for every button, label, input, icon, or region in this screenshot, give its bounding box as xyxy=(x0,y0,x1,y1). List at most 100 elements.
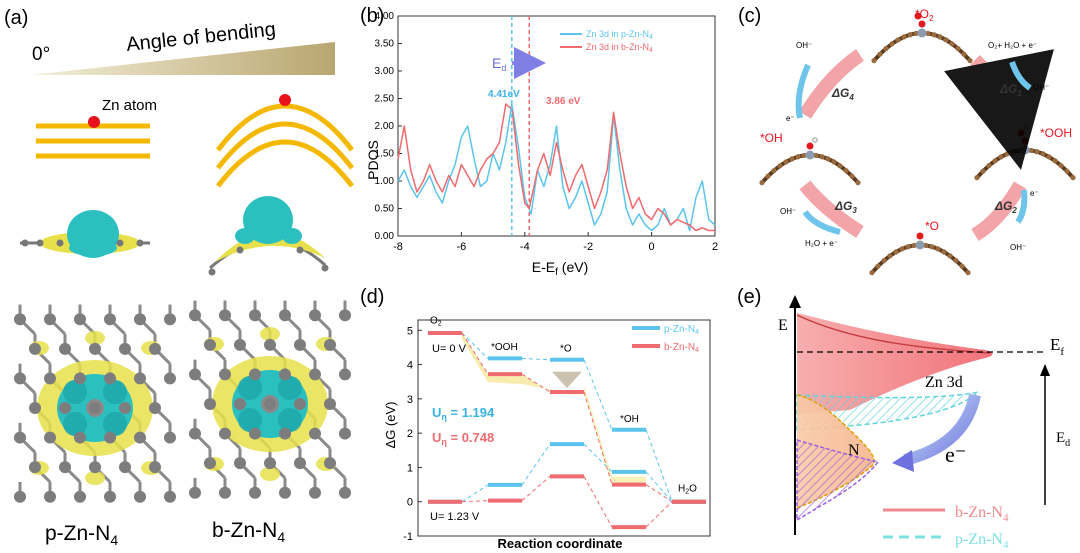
flat-layers-icon xyxy=(36,116,150,159)
carbon-atom xyxy=(164,431,176,444)
sheet-atom xyxy=(1004,151,1010,157)
carbon-atom xyxy=(134,431,146,444)
pdos-series-p xyxy=(397,103,716,232)
carbon-atom xyxy=(249,427,261,440)
state-o2-label: *O2 xyxy=(915,7,934,23)
sheet-atom xyxy=(871,58,877,64)
carbon-atom xyxy=(264,457,276,470)
energy-connector-3-1 xyxy=(521,475,551,502)
carbon-atom xyxy=(189,309,201,322)
state-ooh-label: *OOH xyxy=(1040,126,1072,140)
carbon-atom xyxy=(309,368,321,381)
cycle-arrow-2-icon xyxy=(971,181,1027,242)
pdos-x-tick-label: -4 xyxy=(520,241,530,253)
sheet-atom xyxy=(1034,149,1040,155)
cyan-lobe xyxy=(103,380,127,404)
carbon-atom xyxy=(339,368,351,381)
carbon-atom xyxy=(309,427,321,440)
carbon-atom xyxy=(74,372,86,385)
oh-release-arrow-1-icon xyxy=(1009,61,1032,91)
carbon-atom xyxy=(14,372,26,385)
cyan-lobe xyxy=(238,376,262,400)
zn-site xyxy=(917,28,927,38)
pdos-chart: 0.00 0.50 1.00 1.50 2.00 2.50 3.00 3.50 4.00 -8 -6… xyxy=(375,11,719,253)
carbon-atom xyxy=(149,402,161,414)
energy-connector-0-1 xyxy=(521,357,551,361)
adsorbate-o xyxy=(916,232,924,240)
carbon-atom xyxy=(164,313,176,326)
carbon-atom xyxy=(164,490,176,503)
sheet-atom xyxy=(901,34,907,40)
carbon-atom xyxy=(44,372,56,385)
u123-label: U= 1.23 V xyxy=(430,511,480,523)
p-zn-3d-distribution xyxy=(796,390,981,431)
adsorbate-o xyxy=(1021,137,1029,145)
flat-isosurface-side-icon xyxy=(20,210,150,258)
cyan-lobe xyxy=(103,412,127,436)
b-zn-3d-distribution xyxy=(797,313,993,414)
n-label: N xyxy=(848,442,860,459)
sheet-atom xyxy=(923,242,929,249)
p-n-distribution xyxy=(796,438,880,522)
carbon-atom xyxy=(189,427,201,440)
e-minus-label-4: e⁻ xyxy=(786,114,795,123)
energy-connector-0-2 xyxy=(583,359,613,430)
legend-d-p-text: p-Zn-N4 xyxy=(664,324,699,336)
sheet-atom xyxy=(986,162,992,169)
zn-atom-label: Zn atom xyxy=(102,97,157,114)
oh-release-arrow-2-icon xyxy=(1015,189,1028,224)
zn-3d-label: Zn 3d xyxy=(925,374,963,391)
carbon-atom xyxy=(44,431,56,444)
panel-d-label: (d) xyxy=(360,286,384,308)
carbon-atom xyxy=(134,372,146,385)
panel-c-label: (c) xyxy=(738,5,761,27)
carbon-atom xyxy=(119,342,131,355)
carbon-atom xyxy=(324,398,336,410)
cycle-arrow-4-icon xyxy=(799,49,864,119)
carbon-atom xyxy=(249,486,261,499)
energy-connector-1-1 xyxy=(521,373,551,393)
carbon-atom xyxy=(294,338,306,351)
zn-site xyxy=(1020,145,1030,155)
ed-label: Ed xyxy=(492,55,506,73)
reactants-bottom-label: H₂O + e⁻ xyxy=(805,239,838,248)
carbon-atom xyxy=(279,309,291,322)
yellow-lobe xyxy=(260,327,280,341)
marker-p-text: 4.41eV xyxy=(488,89,520,100)
highlight-band-1 xyxy=(462,333,584,396)
cyan-lobe xyxy=(278,376,302,400)
u0-label: U= 0 V xyxy=(432,343,467,355)
ed-axis-label: Ed xyxy=(1056,430,1070,449)
carbon-atom xyxy=(294,457,306,470)
adsorbate-h xyxy=(812,137,818,143)
energy-connector-3-2 xyxy=(583,476,613,528)
cycle-arrow-1-icon xyxy=(944,49,1054,170)
oh-minus-label-1: OH⁻ xyxy=(1033,83,1049,92)
sheet-atom xyxy=(771,167,777,174)
b-zn-n4-top-view-icon xyxy=(189,300,351,499)
carbon-atom xyxy=(74,431,86,444)
dg3-label: ΔG3 xyxy=(834,199,857,215)
dg-plot-frame xyxy=(417,319,711,537)
pdos-y-tick-label: 1.50 xyxy=(375,149,395,160)
carbon-atom xyxy=(309,309,321,322)
dg-x-axis-label: Reaction coordinate xyxy=(498,536,623,551)
carbon-atom xyxy=(44,313,56,326)
carbon-atom xyxy=(324,457,336,470)
eta-b-label: Uη = 0.748 xyxy=(432,430,494,447)
carbon-atom xyxy=(234,457,246,470)
energy-connector-1-2 xyxy=(583,391,613,485)
sheet-atom xyxy=(961,51,967,57)
energy-connector-2-1 xyxy=(521,443,551,486)
marker-b-text: 3.86 eV xyxy=(546,96,581,107)
sheet-atom xyxy=(941,249,947,255)
step-oh-label: *OH xyxy=(620,414,639,425)
pdos-y-tick-label: 2.00 xyxy=(375,121,395,132)
carbon-atom xyxy=(14,313,26,326)
panel-a-label: (a) xyxy=(4,7,28,29)
p-zn-n4-label: p-Zn-N4 xyxy=(45,522,118,548)
carbon-atom xyxy=(324,338,336,351)
oh-minus-label-3: OH⁻ xyxy=(780,207,796,216)
sheet-atom xyxy=(1070,175,1076,181)
